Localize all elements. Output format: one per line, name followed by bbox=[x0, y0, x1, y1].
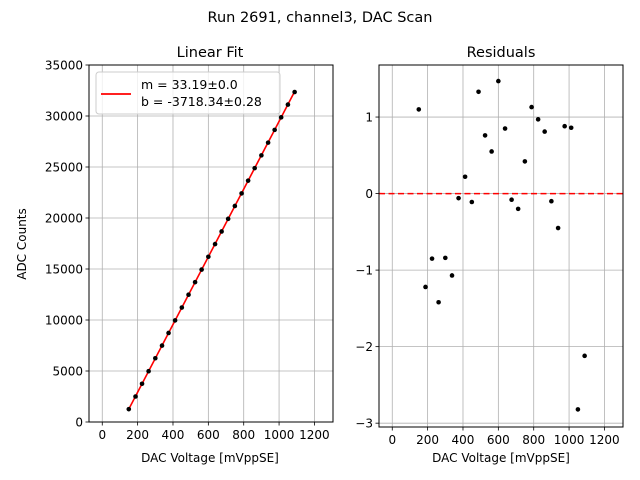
linear-fit-data-point bbox=[225, 216, 231, 222]
residuals-data-point bbox=[416, 107, 422, 112]
linear-fit-y-tick-label: 0 bbox=[75, 415, 83, 429]
residuals-data-point bbox=[482, 133, 488, 138]
linear-fit-x-tick-label: 1200 bbox=[299, 428, 330, 442]
linear-fit-x-tick-label: 1000 bbox=[264, 428, 295, 442]
linear-fit-x-tick-label: 800 bbox=[232, 428, 255, 442]
linear-fit-data-point bbox=[153, 355, 158, 361]
residuals-data-point bbox=[582, 353, 587, 359]
residuals-title: Residuals bbox=[467, 45, 536, 61]
linear-fit-x-tick-label: 400 bbox=[162, 428, 185, 442]
residuals-data-point bbox=[509, 197, 514, 202]
linear-fit-panel: Linear Fit ADC Counts DAC Voltage [mVppS… bbox=[15, 45, 334, 465]
residuals-data-point bbox=[549, 198, 554, 204]
residuals-x-tick-label: 800 bbox=[522, 433, 545, 447]
linear-fit-data-point bbox=[232, 203, 238, 209]
linear-fit-y-tick-label: 30000 bbox=[45, 109, 83, 123]
residuals-data-point bbox=[489, 149, 494, 154]
linear-fit-x-tick-label: 0 bbox=[98, 428, 106, 442]
linear-fit-data-point bbox=[199, 267, 204, 272]
linear-fit-y-tick-label: 25000 bbox=[45, 160, 83, 174]
residuals-y-tick-label: −3 bbox=[355, 416, 373, 430]
legend-entry-intercept: b = -3718.34±0.28 bbox=[141, 94, 262, 109]
linear-fit-x-tick-label: 600 bbox=[197, 428, 220, 442]
linear-fit-data-point bbox=[172, 318, 178, 323]
linear-fit-y-tick-label: 15000 bbox=[45, 262, 83, 276]
linear-fit-data-point bbox=[146, 368, 151, 374]
linear-fit-y-tick-label: 35000 bbox=[45, 58, 83, 72]
linear-fit-data-point bbox=[219, 229, 224, 234]
residuals-data-point bbox=[535, 117, 541, 122]
residuals-data-point bbox=[462, 174, 468, 180]
linear-fit-data-point bbox=[166, 330, 171, 336]
linear-fit-data-point bbox=[139, 381, 145, 387]
residuals-data-point bbox=[502, 126, 508, 131]
residuals-data-point bbox=[496, 78, 501, 84]
linear-fit-data-point bbox=[212, 241, 218, 247]
residuals-data-point bbox=[429, 256, 435, 261]
linear-fit-x-tick-label: 200 bbox=[126, 428, 149, 442]
linear-fit-data-point bbox=[239, 191, 244, 196]
legend-entry-slope: m = 33.19±0.0 bbox=[141, 77, 238, 92]
residuals-x-tick-label: 1000 bbox=[554, 433, 585, 447]
residuals-x-tick-label: 0 bbox=[388, 433, 396, 447]
residuals-data-point bbox=[542, 129, 547, 134]
residuals-y-tick-label: −2 bbox=[355, 340, 373, 354]
residuals-data-point bbox=[476, 89, 481, 95]
residuals-data-point bbox=[522, 159, 528, 164]
linear-fit-y-tick-label: 10000 bbox=[45, 313, 83, 327]
linear-fit-data-point bbox=[245, 178, 251, 183]
linear-fit-data-point bbox=[265, 140, 271, 145]
fit-line bbox=[128, 90, 296, 410]
linear-fit-y-tick-label: 20000 bbox=[45, 211, 83, 225]
residuals-data-point bbox=[529, 104, 534, 110]
linear-fit-data-point bbox=[159, 343, 165, 348]
linear-fit-data-point bbox=[186, 292, 191, 298]
linear-fit-data-point bbox=[272, 127, 277, 133]
linear-fit-data-point bbox=[206, 254, 211, 260]
residuals-x-tick-label: 400 bbox=[452, 433, 475, 447]
linear-fit-data-point bbox=[252, 165, 257, 171]
linear-fit-data-point bbox=[292, 89, 297, 95]
linear-fit-y-tick-label: 5000 bbox=[52, 364, 83, 378]
linear-fit-title: Linear Fit bbox=[177, 45, 244, 61]
residuals-data-point bbox=[436, 299, 441, 305]
residuals-panel: Residuals DAC Voltage [mVppSE] 0 200 400 60… bbox=[355, 45, 624, 465]
linear-fit-data-point bbox=[179, 305, 185, 310]
residuals-data-point bbox=[449, 273, 455, 278]
residuals-data-point bbox=[469, 199, 475, 205]
residuals-data-point bbox=[515, 206, 521, 212]
residuals-x-tick-label: 200 bbox=[416, 433, 439, 447]
residuals-xlabel: DAC Voltage [mVppSE] bbox=[432, 451, 570, 465]
linear-fit-data-point bbox=[285, 102, 291, 107]
figure-suptitle: Run 2691, channel3, DAC Scan bbox=[208, 10, 433, 26]
residuals-data-point bbox=[423, 284, 428, 290]
linear-fit-data-point bbox=[192, 279, 198, 285]
residuals-x-tick-label: 600 bbox=[487, 433, 510, 447]
linear-fit-data-point bbox=[133, 394, 138, 399]
residuals-y-tick-label: −1 bbox=[355, 263, 373, 277]
residuals-data-point bbox=[575, 407, 581, 412]
residuals-data-point bbox=[443, 255, 448, 261]
residuals-data-point bbox=[568, 125, 574, 131]
residuals-data-point bbox=[555, 225, 561, 231]
legend: m = 33.19±0.0 b = -3718.34±0.28 bbox=[95, 71, 281, 115]
residuals-data-point bbox=[562, 123, 567, 129]
linear-fit-data-point bbox=[278, 115, 284, 120]
residuals-y-tick-label: 1 bbox=[365, 110, 373, 124]
legend-box bbox=[95, 71, 281, 115]
linear-fit-plot-frame bbox=[88, 64, 334, 423]
linear-fit-data-point bbox=[126, 406, 132, 412]
residuals-x-tick-label: 1200 bbox=[589, 433, 620, 447]
residuals-plot-frame bbox=[378, 64, 624, 428]
residuals-y-tick-label: 0 bbox=[365, 187, 373, 201]
residuals-data-point bbox=[456, 195, 461, 201]
linear-fit-xlabel: DAC Voltage [mVppSE] bbox=[141, 451, 279, 465]
linear-fit-ylabel: ADC Counts bbox=[15, 208, 29, 280]
linear-fit-data-point bbox=[259, 153, 264, 158]
